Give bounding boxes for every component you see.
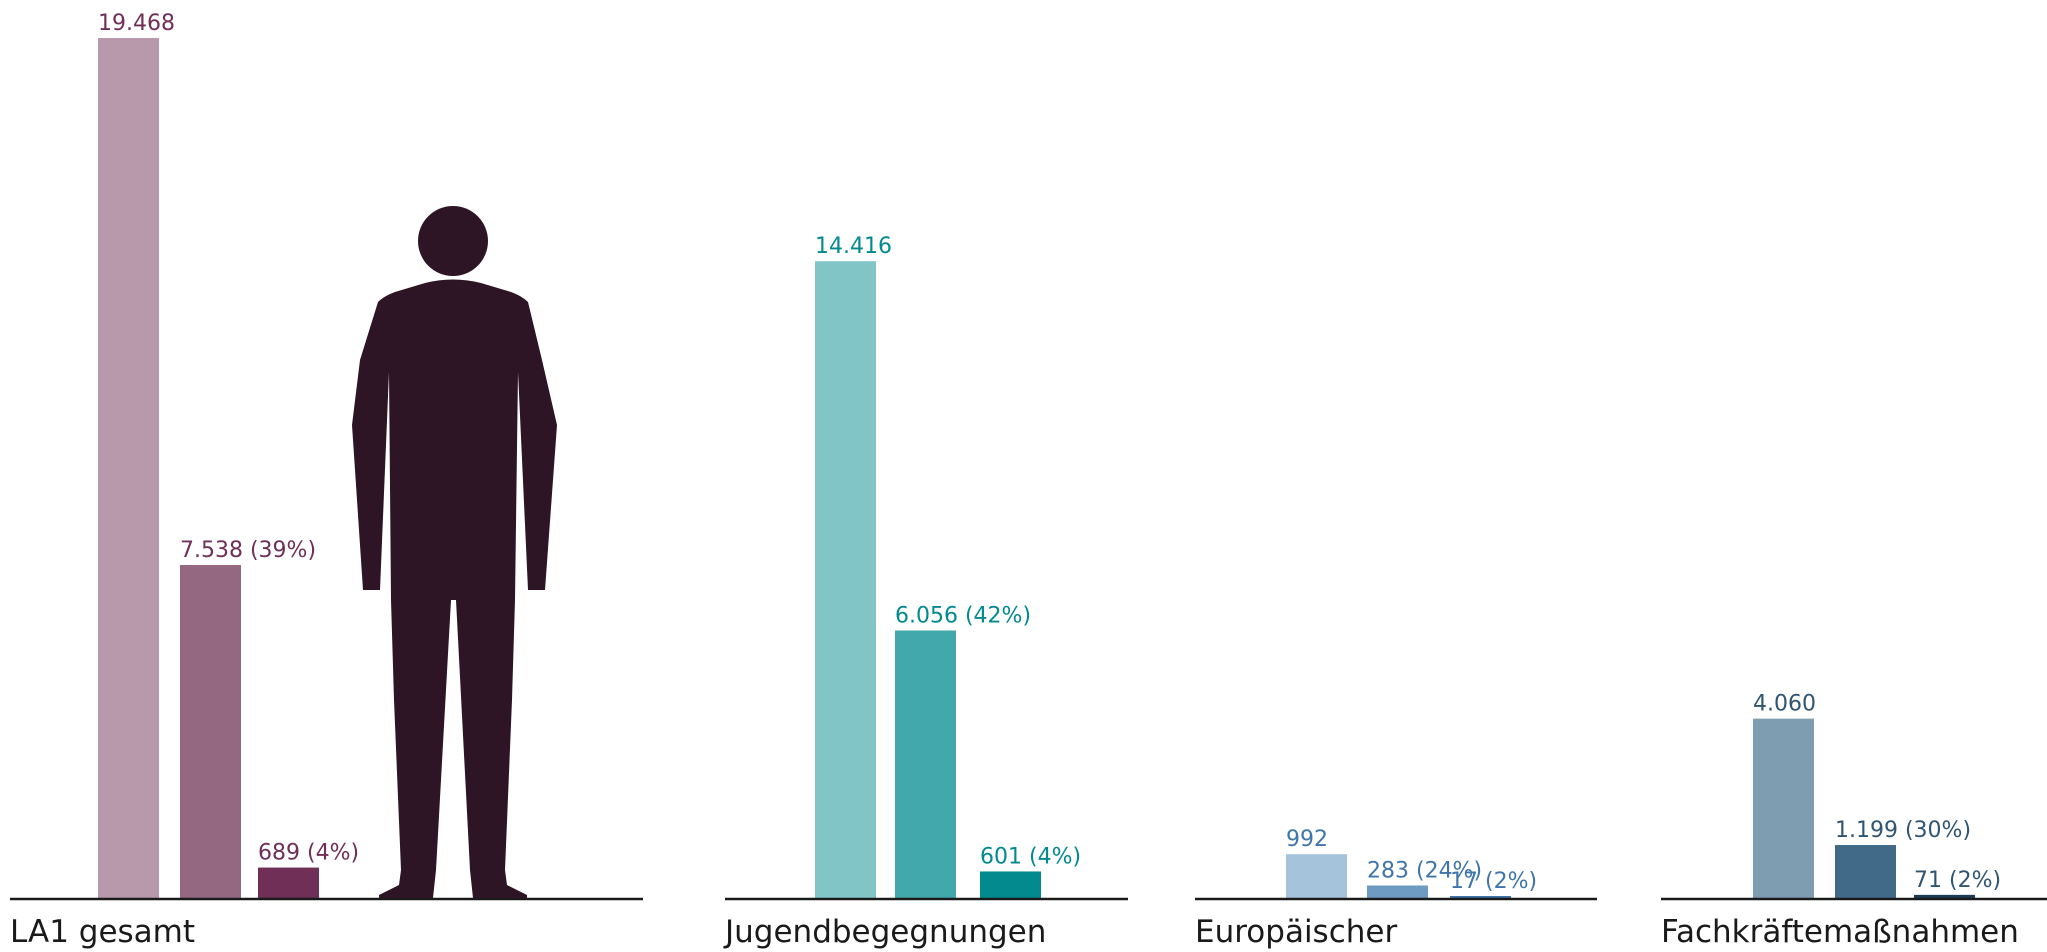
value-label-0-0: 19.468 xyxy=(98,11,175,36)
value-label-1-0: 14.416 xyxy=(815,234,892,259)
bar-3-0 xyxy=(1753,719,1814,898)
bar-2-1 xyxy=(1367,885,1428,898)
bar-1-1 xyxy=(895,630,956,898)
bar-1-0 xyxy=(815,261,876,898)
value-label-0-1: 7.538 (39%) xyxy=(180,538,316,563)
value-label-2-0: 992 xyxy=(1286,827,1328,852)
value-label-3-0: 4.060 xyxy=(1753,692,1816,717)
value-label-2-2: 17 (2%) xyxy=(1450,869,1537,894)
category-label-2: Europäischer xyxy=(1195,914,1397,950)
bar-0-1 xyxy=(180,565,241,898)
group-labels-layer: LA1 gesamt Jugendbegegnungen Europäischer F… xyxy=(10,914,2019,950)
value-label-0-2: 689 (4%) xyxy=(258,841,359,866)
value-label-3-1: 1.199 (30%) xyxy=(1835,818,1971,843)
value-label-1-2: 601 (4%) xyxy=(980,844,1081,869)
bar-1-2 xyxy=(980,871,1041,898)
bar-0-2 xyxy=(258,868,319,898)
category-label-1: Jugendbegegnungen xyxy=(723,914,1046,950)
value-label-3-2: 71 (2%) xyxy=(1914,868,2001,893)
category-label-3: Fachkräftemaßnahmen xyxy=(1661,914,2019,950)
person-silhouette-icon xyxy=(352,206,557,898)
bar-2-2 xyxy=(1450,896,1511,898)
bar-3-1 xyxy=(1835,845,1896,898)
bar-3-2 xyxy=(1914,895,1975,898)
category-label-0: LA1 gesamt xyxy=(10,914,195,950)
bar-0-0 xyxy=(98,38,159,898)
bar-2-0 xyxy=(1286,854,1347,898)
value-label-1-1: 6.056 (42%) xyxy=(895,603,1031,628)
